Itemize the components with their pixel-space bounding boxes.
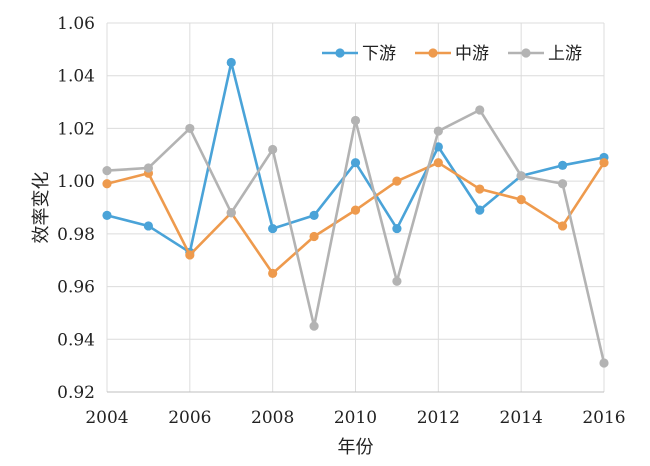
data-point: [516, 171, 526, 181]
data-point: [102, 210, 112, 221]
x-tick-label: 2008: [251, 408, 294, 428]
data-point: [392, 223, 402, 234]
series-2: [102, 105, 609, 368]
x-tick-label: 2010: [334, 408, 377, 428]
data-point: [102, 179, 112, 189]
data-point: [557, 221, 568, 231]
legend-item-0: 下游: [322, 44, 396, 64]
data-point: [350, 158, 361, 168]
x-tick-label: 2012: [417, 408, 460, 428]
data-point: [392, 276, 402, 286]
y-tick-label: 0.92: [57, 383, 95, 403]
y-tick-label: 0.96: [57, 278, 95, 298]
data-point: [475, 184, 485, 194]
legend-item-1: 中游: [415, 44, 489, 64]
data-point: [516, 194, 526, 205]
data-point: [102, 166, 112, 176]
y-tick-label: 1.02: [57, 119, 95, 139]
legend-swatch-marker: [428, 48, 438, 58]
data-point: [599, 358, 609, 368]
data-point: [475, 205, 485, 215]
y-tick-label: 1.04: [57, 67, 95, 87]
data-point: [392, 176, 402, 186]
legend: 下游 中游 上游: [322, 44, 582, 64]
data-point: [309, 321, 319, 331]
data-point: [143, 163, 154, 173]
data-point: [309, 210, 319, 221]
data-point: [475, 105, 485, 115]
data-point: [350, 205, 361, 215]
data-point: [557, 179, 568, 189]
legend-swatch-marker: [335, 48, 345, 58]
legend-item-2: 上游: [508, 44, 582, 64]
data-point: [268, 223, 278, 234]
y-axis-title: 效率变化: [31, 172, 52, 244]
data-point: [268, 144, 278, 155]
legend-label: 中游: [455, 44, 489, 64]
x-tick-label: 2006: [168, 408, 211, 428]
data-point: [226, 208, 236, 218]
legend-label: 上游: [548, 44, 582, 64]
x-tick-labels: 2004 2006 2008 2010 2012 2014 2016: [85, 408, 625, 428]
x-tick-label: 2016: [582, 408, 625, 428]
data-point: [433, 142, 443, 152]
x-tick-label: 2004: [85, 408, 128, 428]
y-tick-labels: 0.92 0.94 0.96 0.98 1.00 1.02 1.04 1.06: [57, 14, 95, 403]
x-tick-label: 2014: [500, 408, 543, 428]
data-point: [309, 231, 319, 242]
data-point: [185, 123, 195, 134]
data-point: [143, 221, 154, 231]
data-point: [350, 115, 361, 126]
data-point: [433, 126, 443, 136]
data-point: [599, 158, 609, 168]
y-tick-label: 0.94: [57, 330, 95, 350]
data-point: [268, 268, 278, 278]
x-axis-title: 年份: [338, 437, 374, 458]
data-point: [557, 160, 568, 170]
legend-swatch-marker: [521, 48, 531, 58]
y-tick-label: 0.98: [57, 225, 95, 245]
y-tick-label: 1.06: [57, 14, 95, 34]
data-point: [226, 57, 236, 68]
y-tick-label: 1.00: [57, 172, 95, 192]
legend-label: 下游: [362, 44, 396, 64]
data-point: [433, 158, 443, 168]
data-point: [185, 250, 195, 260]
series-layer: [102, 57, 609, 368]
grid-lines: [106, 22, 605, 392]
